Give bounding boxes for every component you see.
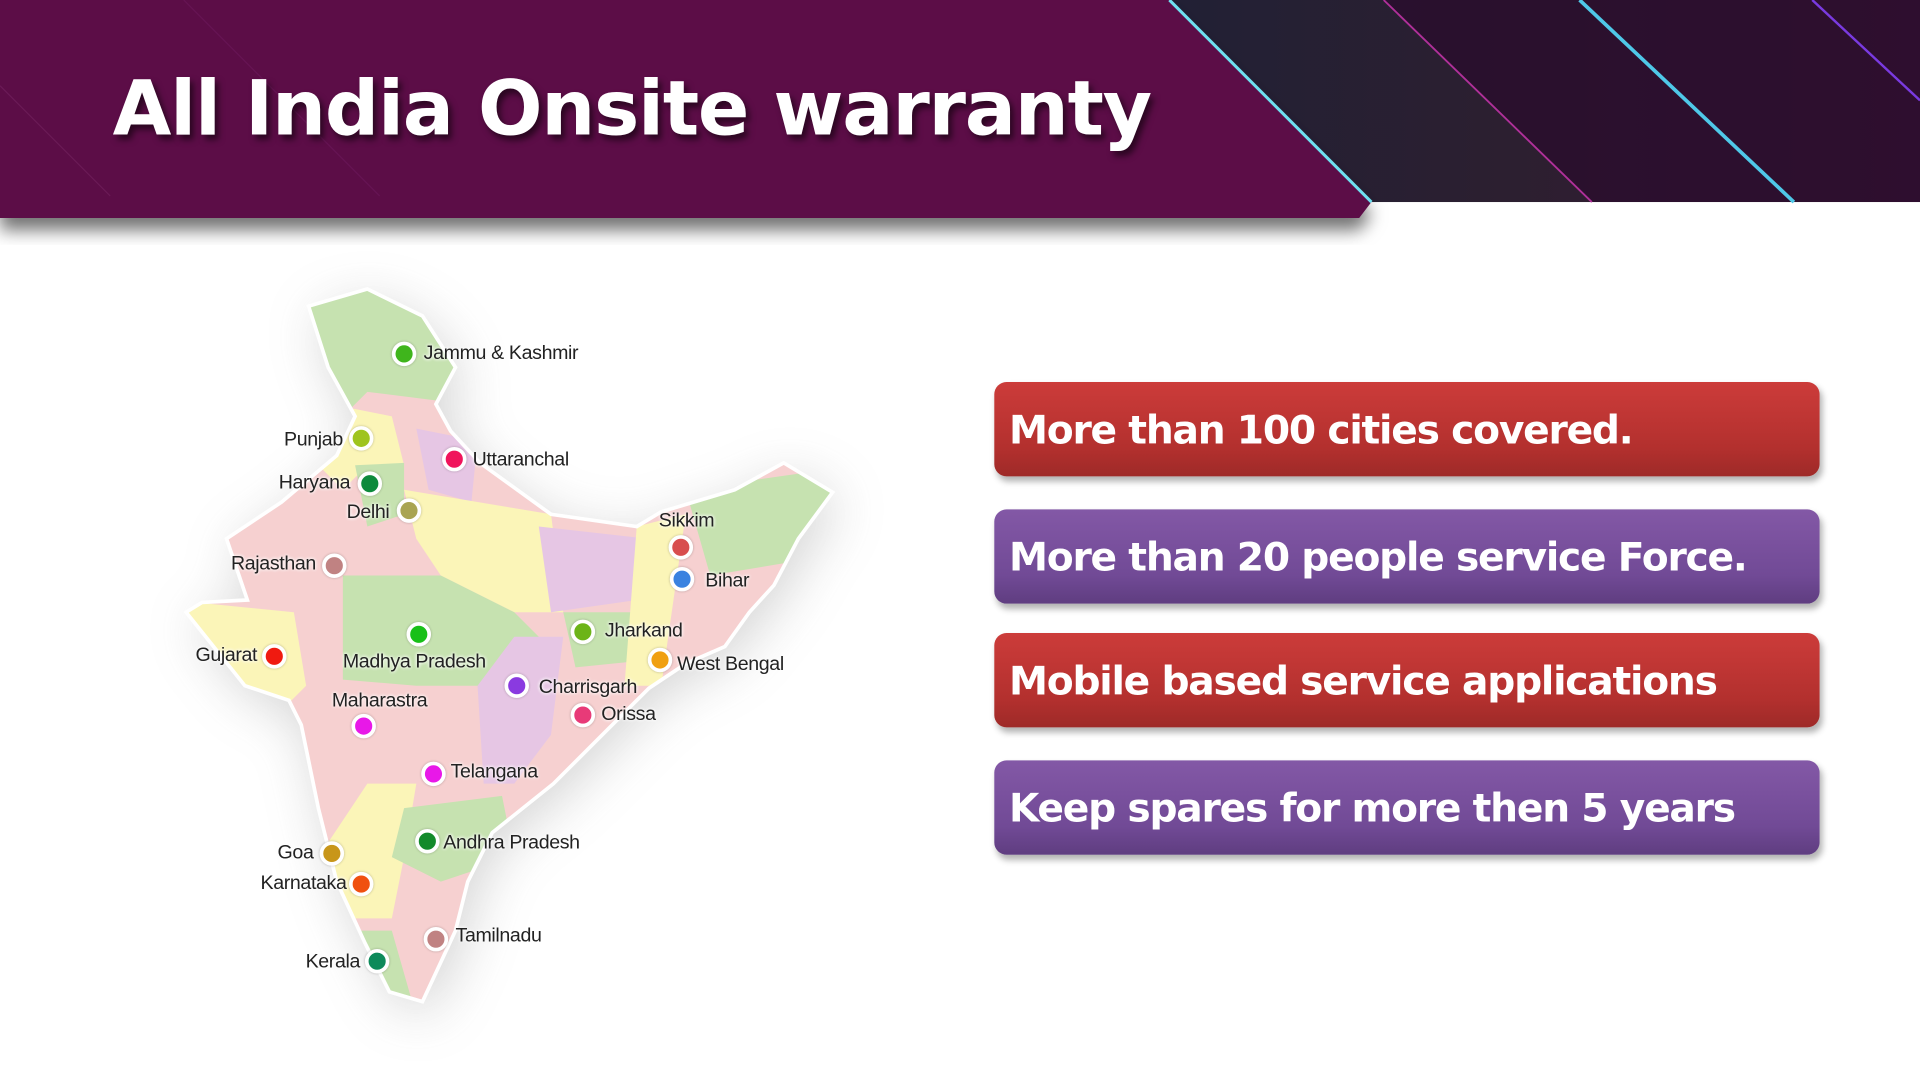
state-label-rajasthan: Rajasthan	[230, 553, 316, 575]
state-label-kerala: Kerala	[305, 951, 361, 973]
marker-dot-telangana	[421, 761, 446, 787]
state-label-andhra-pradesh: Andhra Pradesh	[443, 832, 580, 854]
state-label-jharkand: Jharkand	[604, 620, 683, 642]
marker-dot-maharastra	[351, 713, 376, 739]
feature-card: More than 20 people service Force.	[994, 509, 1820, 604]
feature-text: More than 100 cities covered.	[1008, 405, 1634, 453]
marker-dot-goa	[319, 841, 345, 866]
marker-dot-karnataka	[348, 871, 374, 897]
marker-dot-sikkim	[668, 535, 694, 560]
marker-dot-gujarat	[262, 644, 287, 669]
slide-title: All India Onsite warranty	[112, 63, 1152, 154]
state-label-tamilnadu: Tamilnadu	[455, 925, 542, 947]
marker-dot-punjab	[348, 426, 374, 451]
marker-dot-orissa	[570, 702, 596, 728]
state-label-bihar: Bihar	[705, 570, 750, 592]
marker-dot-haryana	[357, 471, 383, 496]
feature-text: More than 20 people service Force.	[1008, 533, 1748, 580]
marker-dot-jammu-kashmir	[391, 341, 417, 367]
state-label-goa: Goa	[277, 842, 314, 864]
marker-dot-jharkand	[570, 619, 596, 645]
state-label-sikkim: Sikkim	[658, 510, 715, 532]
marker-dot-kerala	[364, 948, 390, 974]
state-label-uttaranchal: Uttaranchal	[472, 449, 570, 471]
feature-text: Keep spares for more then 5 years	[1008, 784, 1736, 831]
marker-dot-west-bengal	[647, 647, 673, 673]
marker-dot-bihar	[669, 566, 695, 592]
marker-dot-charrisgarh	[504, 673, 529, 698]
state-label-charrisgarh: Charrisgarh	[538, 677, 638, 698]
state-label-west-bengal: West Bengal	[677, 653, 784, 675]
state-label-gujarat: Gujarat	[195, 645, 258, 667]
marker-dot-rajasthan	[322, 553, 347, 578]
marker-dot-andhra-pradesh	[415, 828, 440, 854]
state-label-haryana: Haryana	[278, 472, 351, 494]
marker-dot-madhya-pradesh	[406, 622, 432, 647]
marker-dot-tamilnadu	[423, 926, 449, 952]
state-label-jammu-kashmir: Jammu & Kashmir	[423, 342, 579, 364]
feature-card: Keep spares for more then 5 years	[994, 760, 1820, 855]
state-label-madhya-pradesh: Madhya Pradesh	[342, 651, 486, 673]
feature-card: Mobile based service applications	[994, 633, 1820, 728]
title-banner	[0, 0, 1920, 218]
state-label-karnataka: Karnataka	[260, 873, 347, 894]
feature-card: More than 100 cities covered.	[994, 382, 1820, 477]
state-label-punjab: Punjab	[284, 429, 343, 451]
state-label-orissa: Orissa	[601, 704, 656, 725]
state-label-telangana: Telangana	[450, 761, 538, 783]
feature-text: Mobile based service applications	[1008, 656, 1718, 704]
marker-dot-delhi	[396, 498, 422, 523]
state-label-delhi: Delhi	[346, 502, 390, 523]
state-label-maharastra: Maharastra	[331, 690, 428, 712]
marker-dot-uttaranchal	[442, 446, 467, 472]
